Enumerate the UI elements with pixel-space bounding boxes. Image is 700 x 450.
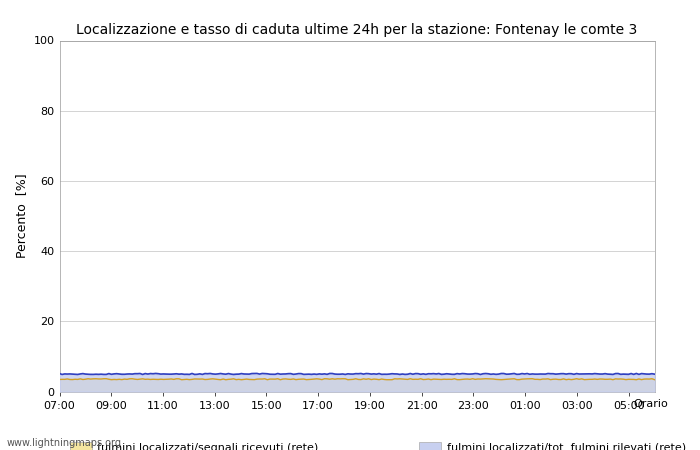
Text: Orario: Orario (634, 399, 668, 409)
Legend: fulmini localizzati/segnali ricevuti (rete), fulmini localizzati/segnali ricevut: fulmini localizzati/segnali ricevuti (re… (65, 437, 700, 450)
Text: www.lightningmaps.org: www.lightningmaps.org (7, 438, 122, 448)
Y-axis label: Percento  [%]: Percento [%] (15, 174, 28, 258)
Title: Localizzazione e tasso di caduta ultime 24h per la stazione: Fontenay le comte 3: Localizzazione e tasso di caduta ultime … (76, 22, 638, 36)
